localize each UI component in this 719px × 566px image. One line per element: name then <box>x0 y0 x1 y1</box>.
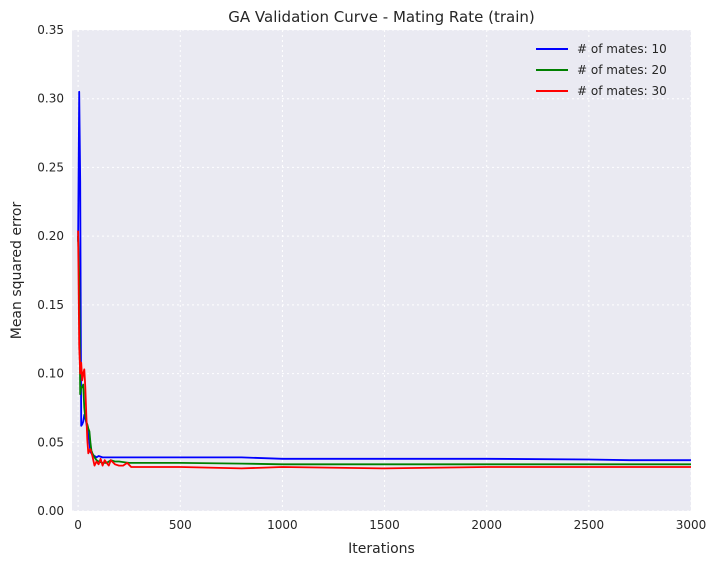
legend-label-1: # of mates: 10 <box>577 42 667 56</box>
y-tick-label: 0.00 <box>37 504 64 518</box>
x-tick-label: 1500 <box>369 518 400 532</box>
x-axis-label: Iterations <box>348 541 415 557</box>
x-tick-label: 3000 <box>676 518 707 532</box>
grid-lines <box>72 29 692 512</box>
x-tick-label: 2000 <box>471 518 502 532</box>
legend-label-2: # of mates: 20 <box>577 63 667 77</box>
series-layer <box>77 90 691 470</box>
y-tick-label: 0.15 <box>37 298 64 312</box>
y-tick-label: 0.10 <box>37 367 64 381</box>
x-tick-label: 0 <box>74 518 82 532</box>
plot-area <box>72 30 691 511</box>
legend-label-3: # of mates: 30 <box>577 84 667 98</box>
y-tick-label: 0.25 <box>37 160 64 174</box>
y-tick-label: 0.35 <box>37 23 64 37</box>
y-tick-label: 0.30 <box>37 92 64 106</box>
series-line-3 <box>77 230 691 470</box>
x-tick-label: 2500 <box>574 518 605 532</box>
y-tick-label: 0.05 <box>37 435 64 449</box>
y-tick-label: 0.20 <box>37 229 64 243</box>
series-line-2 <box>77 236 691 466</box>
x-axis-ticks: 0 500 1000 1500 2000 2500 3000 <box>74 518 706 532</box>
chart-title: GA Validation Curve - Mating Rate (train… <box>228 8 534 26</box>
x-tick-label: 500 <box>169 518 192 532</box>
x-tick-label: 1000 <box>267 518 298 532</box>
legend: # of mates: 10 # of mates: 20 # of mates: … <box>536 42 667 98</box>
y-axis-ticks: 0.00 0.05 0.10 0.15 0.20 0.25 0.30 0.35 <box>37 23 64 518</box>
y-axis-label: Mean squared error <box>9 202 25 340</box>
